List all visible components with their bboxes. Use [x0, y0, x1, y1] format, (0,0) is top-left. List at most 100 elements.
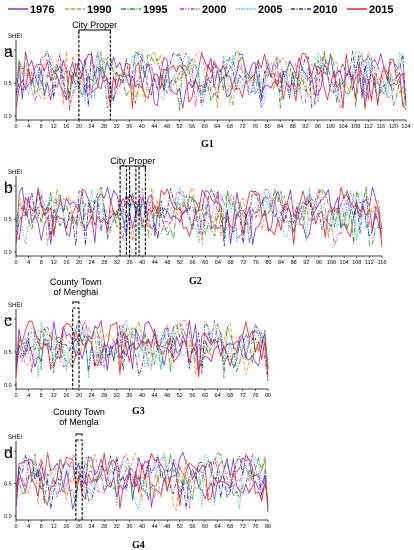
- x-tick-label: 100: [327, 260, 336, 266]
- x-tick-label: 32: [114, 524, 120, 530]
- series-line-2015: [15, 320, 269, 378]
- legend-item-1990: 1990: [65, 4, 111, 16]
- x-tick-label: 120: [389, 124, 398, 130]
- x-tick-label: 20: [76, 393, 82, 399]
- x-tick-label: 4: [27, 393, 30, 399]
- series-line-2015: [15, 186, 383, 248]
- series-line-1990: [15, 319, 269, 382]
- legend-item-2005: 2005: [236, 4, 282, 16]
- x-tick-label: 80: [265, 260, 271, 266]
- legend-label: 1976: [30, 4, 54, 16]
- series-line-2000: [15, 319, 269, 374]
- legend-label: 2010: [313, 4, 337, 16]
- series-line-1976: [15, 451, 269, 511]
- x-tick-label: 96: [315, 124, 321, 130]
- x-tick-label: 72: [240, 260, 246, 266]
- y-tick-label: 0.0: [4, 114, 12, 120]
- series-line-2010: [15, 452, 269, 513]
- x-tick-label: 12: [51, 393, 57, 399]
- x-tick-label: 80: [265, 124, 271, 130]
- x-tick-label: 72: [240, 524, 246, 530]
- x-tick-label: 8: [40, 124, 43, 130]
- series-line-1990: [15, 452, 269, 511]
- x-tick-label: 36: [126, 524, 132, 530]
- x-tick-label: 72: [240, 393, 246, 399]
- y-tick-label: 0.5: [4, 350, 12, 356]
- series-line-1995: [15, 452, 269, 507]
- x-tick-label: 68: [227, 524, 233, 530]
- series-line-2005: [15, 186, 383, 245]
- legend-label: 2005: [258, 4, 282, 16]
- x-tick-label: 36: [127, 260, 133, 266]
- x-tick-label: 0: [14, 260, 17, 266]
- legend-item-1976: 1976: [8, 4, 54, 16]
- x-tick-label: 68: [227, 124, 233, 130]
- annotation-bracket: [78, 29, 111, 34]
- x-tick-label: 44: [151, 124, 157, 130]
- x-tick-label: 12: [51, 524, 57, 530]
- x-tick-label: 24: [89, 524, 95, 530]
- y-tick-label: 0.0: [4, 514, 12, 520]
- x-tick-label: 28: [101, 393, 107, 399]
- x-tick-label: 64: [215, 393, 221, 399]
- x-tick-label: 20: [76, 260, 82, 266]
- y-axis-label: SHEI: [8, 34, 22, 40]
- legend-item-2000: 2000: [180, 4, 226, 16]
- legend-item-1995: 1995: [121, 4, 167, 16]
- series-line-2000: [15, 188, 383, 247]
- y-tick-label: 0.5: [4, 217, 12, 223]
- x-tick-label: 88: [290, 124, 296, 130]
- y-tick-label: 0.0: [4, 383, 12, 389]
- annotation: City Proper: [110, 156, 155, 257]
- legend: 1976 1990 1995 2000 2005 2010 2015: [8, 4, 393, 16]
- x-tick-label: 52: [177, 393, 183, 399]
- annotation-label: of Menghai: [54, 287, 99, 297]
- x-tick-label: 36: [126, 124, 132, 130]
- annotation-bracket: [75, 433, 83, 436]
- x-tick-label: 48: [164, 124, 170, 130]
- x-tick-label: 8: [40, 393, 43, 399]
- series-line-2005: [15, 319, 269, 380]
- x-tick-label: 24: [89, 393, 95, 399]
- x-tick-label: 60: [202, 260, 208, 266]
- x-tick-label: 64: [215, 524, 221, 530]
- x-tick-label: 72: [239, 124, 245, 130]
- x-tick-label: 92: [302, 124, 308, 130]
- series-line-1995: [15, 50, 407, 111]
- y-tick-label: 1.0: [4, 449, 12, 455]
- x-tick-label: 8: [40, 524, 43, 530]
- x-tick-label: 16: [63, 393, 69, 399]
- annotation-box: [75, 439, 83, 521]
- x-tick-label: 0: [14, 393, 17, 399]
- x-tick-label: 100: [326, 124, 335, 130]
- x-tick-label: 0: [14, 124, 17, 130]
- group-name: G2: [189, 276, 202, 287]
- x-tick-label: 76: [252, 124, 258, 130]
- x-tick-label: 32: [114, 124, 120, 130]
- x-tick-label: 112: [364, 124, 373, 130]
- series-line-1995: [15, 323, 269, 379]
- x-tick-label: 48: [164, 524, 170, 530]
- x-tick-label: 32: [114, 393, 120, 399]
- annotation-label: of Mengla: [59, 417, 99, 427]
- x-tick-label: 76: [253, 260, 259, 266]
- x-tick-label: 40: [139, 393, 145, 399]
- x-tick-label: 116: [378, 260, 387, 266]
- x-tick-label: 8: [40, 260, 43, 266]
- series-line-1976: [15, 51, 407, 109]
- x-tick-label: 64: [215, 260, 221, 266]
- x-tick-label: 56: [189, 393, 195, 399]
- series-line-2015: [15, 452, 269, 509]
- series-line-2005: [15, 451, 269, 511]
- y-axis-label: SHEI: [8, 303, 22, 309]
- annotation-label: County Town: [53, 407, 105, 417]
- x-tick-label: 60: [202, 393, 208, 399]
- y-tick-label: 0.5: [4, 482, 12, 488]
- annotation-bracket: [72, 301, 80, 304]
- x-tick-label: 36: [126, 393, 132, 399]
- series-line-2005: [15, 50, 407, 109]
- x-tick-label: 84: [278, 260, 284, 266]
